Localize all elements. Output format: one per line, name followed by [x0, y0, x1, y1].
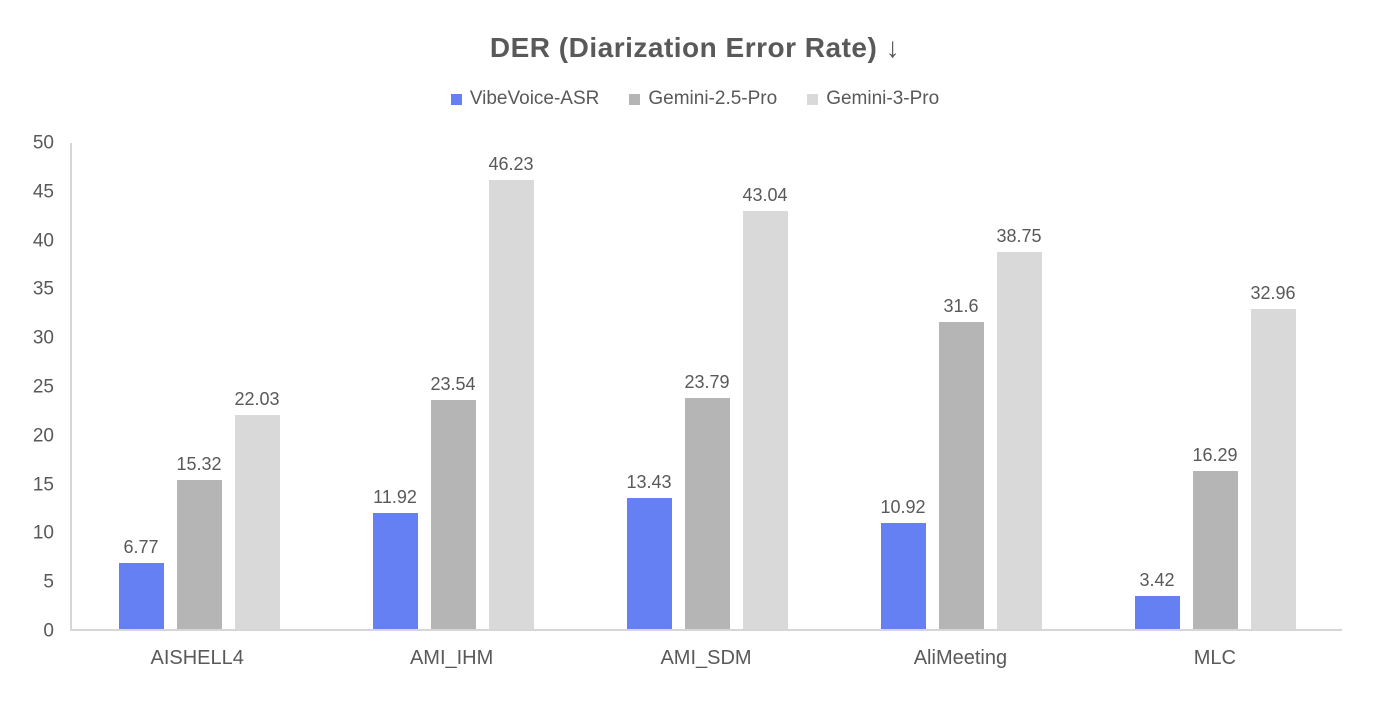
bar-value-label: 32.96 — [1250, 282, 1296, 303]
bar-value-label: 22.03 — [234, 388, 280, 409]
bar-value-label: 23.54 — [430, 374, 476, 395]
bar-wrapper: 11.92 — [372, 143, 418, 629]
legend-marker-icon — [450, 93, 462, 105]
bar-wrapper: 15.32 — [176, 143, 222, 629]
y-tick-label: 45 — [32, 181, 54, 203]
y-tick-label: 10 — [32, 522, 54, 544]
y-axis-labels: 0 5 10 15 20 25 30 35 40 45 50 — [10, 134, 70, 641]
bar-wrapper: 16.29 — [1192, 143, 1238, 629]
bar-wrapper: 22.03 — [234, 143, 280, 629]
bar — [1192, 470, 1238, 629]
bar-wrapper: 46.23 — [488, 143, 534, 629]
x-category-label: AISHELL4 — [150, 647, 244, 669]
chart-legend: VibeVoice-ASR Gemini-2.5-Pro Gemini-3-Pro — [0, 88, 1390, 110]
bar-wrapper: 23.54 — [430, 143, 476, 629]
bar-value-label: 46.23 — [488, 153, 534, 174]
y-tick-label: 35 — [32, 278, 54, 300]
bar — [430, 400, 476, 629]
bar-value-label: 10.92 — [880, 496, 926, 517]
bar — [684, 397, 730, 629]
legend-item: Gemini-3-Pro — [807, 88, 939, 110]
x-category-label: AMI_SDM — [660, 647, 752, 669]
bar — [488, 179, 534, 629]
legend-label: VibeVoice-ASR — [469, 88, 600, 109]
bar-group: 3.42 16.29 32.96 — [1088, 143, 1342, 629]
y-tick-label: 20 — [32, 425, 54, 447]
bar-value-label: 13.43 — [626, 472, 672, 493]
bar-group: 13.43 23.79 43.04 — [580, 143, 834, 629]
bar-wrapper: 6.77 — [118, 143, 164, 629]
y-tick-label: 50 — [32, 132, 54, 154]
bar-value-label: 31.6 — [943, 295, 979, 316]
y-tick-label: 15 — [32, 474, 54, 496]
plot-canvas: 6.77 15.32 22.03 11.92 23.54 46.23 13.43 23.79 4… — [70, 143, 1342, 631]
bar — [742, 210, 788, 629]
bar — [234, 414, 280, 629]
bar — [372, 513, 418, 629]
bar-value-label: 6.77 — [123, 537, 159, 558]
bar-group: 10.92 31.6 38.75 — [834, 143, 1088, 629]
bar-value-label: 3.42 — [1139, 569, 1175, 590]
bar — [176, 480, 222, 629]
bar-wrapper: 3.42 — [1134, 143, 1180, 629]
bar-wrapper: 38.75 — [996, 143, 1042, 629]
bar — [1134, 595, 1180, 629]
y-tick-label: 5 — [43, 571, 54, 593]
x-axis-labels: AISHELL4 AMI_IHM AMI_SDM AliMeeting MLC — [70, 647, 1342, 670]
bar-group: 6.77 15.32 22.03 — [72, 143, 326, 629]
legend-item: Gemini-2.5-Pro — [629, 88, 777, 110]
bar-wrapper: 43.04 — [742, 143, 788, 629]
bar-value-label: 38.75 — [996, 226, 1042, 247]
bar-wrapper: 32.96 — [1250, 143, 1296, 629]
bar — [996, 252, 1042, 629]
bar — [118, 563, 164, 629]
legend-item: VibeVoice-ASR — [450, 88, 600, 110]
legend-label: Gemini-2.5-Pro — [648, 88, 778, 109]
x-category-label: MLC — [1193, 647, 1236, 669]
bar-value-label: 23.79 — [684, 371, 730, 392]
bar-wrapper: 13.43 — [626, 143, 672, 629]
x-category-label: AliMeeting — [913, 647, 1008, 669]
chart-title: DER (Diarization Error Rate) ↓ — [489, 32, 901, 63]
bar-value-label: 16.29 — [1192, 444, 1238, 465]
x-category-label: AMI_IHM — [409, 647, 494, 669]
y-tick-label: 30 — [32, 327, 54, 349]
bar — [880, 522, 926, 629]
legend-label: Gemini-3-Pro — [826, 88, 940, 109]
legend-marker-icon — [807, 93, 819, 105]
bar-wrapper: 10.92 — [880, 143, 926, 629]
bar-value-label: 11.92 — [373, 487, 417, 508]
bar-group: 11.92 23.54 46.23 — [326, 143, 580, 629]
y-tick-label: 0 — [43, 620, 54, 642]
plot-area: 0 5 10 15 20 25 30 35 40 45 50 6.77 15.32 22.03 11.92… — [33, 134, 1342, 669]
bar-wrapper: 31.6 — [938, 143, 984, 629]
bar — [626, 498, 672, 629]
bar-value-label: 43.04 — [742, 184, 788, 205]
y-tick-label: 25 — [32, 376, 54, 398]
bar-value-label: 15.32 — [176, 454, 222, 475]
y-tick-label: 40 — [32, 230, 54, 252]
bar — [1250, 308, 1296, 629]
legend-marker-icon — [629, 93, 641, 105]
bar-wrapper: 23.79 — [684, 143, 730, 629]
bar — [938, 321, 984, 629]
